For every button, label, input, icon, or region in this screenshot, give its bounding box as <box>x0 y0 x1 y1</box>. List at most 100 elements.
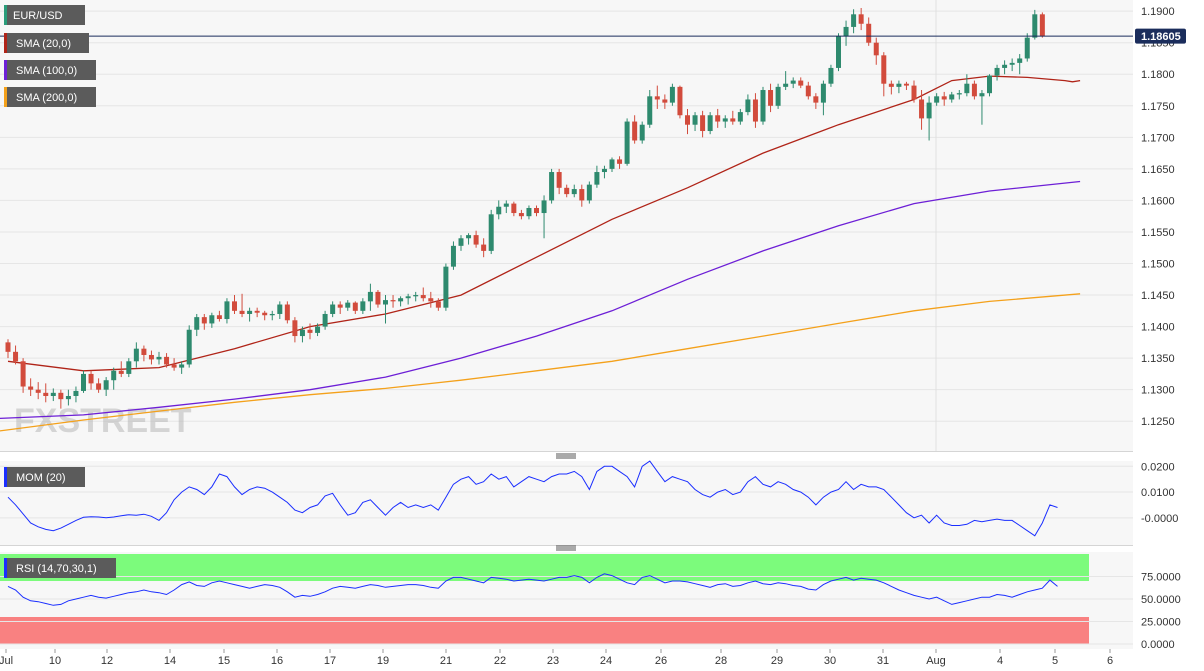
candle-body <box>503 203 509 207</box>
candle-body <box>798 80 804 86</box>
legend-rsi[interactable]: RSI (14,70,30,1) <box>4 558 116 578</box>
candle-body <box>466 235 472 239</box>
candle <box>5 339 11 359</box>
candle <box>851 9 857 34</box>
candle-body <box>405 296 411 299</box>
main-y-axis: 1.1250 1.1300 1.1350 1.1400 1.1450 1.1500 1.15… <box>1141 6 1175 428</box>
pane-resize-handle-2[interactable] <box>556 545 576 551</box>
candle-body <box>911 85 917 100</box>
candle <box>111 367 117 390</box>
candle <box>571 184 577 198</box>
candle-body <box>964 83 970 94</box>
candle <box>367 283 373 311</box>
candle <box>360 298 366 314</box>
legend-sma200[interactable]: SMA (200,0) <box>4 87 96 107</box>
candle <box>466 233 472 245</box>
candle-body <box>383 300 388 305</box>
candle <box>979 90 985 125</box>
candle-body <box>820 83 826 103</box>
candle-body <box>450 245 456 267</box>
candle-body <box>277 304 283 314</box>
mom-grid <box>0 465 1133 519</box>
candle <box>262 310 268 321</box>
mom-line <box>7 460 1058 537</box>
candle <box>269 310 275 321</box>
candle <box>896 80 902 94</box>
price-tick-label: 1.1800 <box>1141 69 1175 81</box>
candle <box>398 296 404 307</box>
candle <box>541 195 547 239</box>
legend-sma100[interactable]: SMA (100,0) <box>4 60 96 80</box>
candle-body <box>413 295 419 297</box>
candle <box>820 80 826 116</box>
current-price-tag-text: 1.18605 <box>1141 31 1181 43</box>
candle <box>428 291 434 308</box>
legend-rsi-label: RSI (14,70,30,1) <box>16 563 97 575</box>
candle <box>790 77 796 89</box>
candle-body <box>247 310 253 314</box>
candle-body <box>987 75 992 94</box>
price-tick-label: 1.1550 <box>1141 227 1175 239</box>
legend-sma20-label: SMA (20,0) <box>16 38 71 50</box>
candle <box>866 17 872 46</box>
candle <box>118 361 124 378</box>
candle-body <box>35 389 41 393</box>
candle-body <box>632 121 638 141</box>
candle <box>903 81 909 91</box>
candle-body <box>549 172 555 201</box>
sma100-line <box>0 180 1081 420</box>
candle-body <box>216 315 222 320</box>
candle <box>888 80 894 95</box>
legend-sma20[interactable]: SMA (20,0) <box>4 33 89 53</box>
main-panel-bg <box>0 0 1133 451</box>
candle <box>413 291 419 302</box>
candle-body <box>624 121 630 164</box>
x-tick-label: 16 <box>271 655 283 667</box>
candle <box>58 389 64 409</box>
candle <box>322 310 328 330</box>
legend-rsi-swatch <box>4 558 7 578</box>
candle <box>435 298 441 311</box>
candle-body <box>171 364 177 368</box>
rsi-tick-label: 75.0000 <box>1141 572 1181 584</box>
candle-body <box>420 295 426 299</box>
candle-body <box>224 301 230 320</box>
candle <box>13 345 19 365</box>
candle <box>73 386 79 403</box>
candle-body <box>481 244 487 251</box>
current-price-tag: 1.18605 <box>1135 28 1186 44</box>
legend-symbol-bg <box>4 5 85 25</box>
sma20-layer <box>7 75 1081 372</box>
candle-body <box>903 83 909 86</box>
candle-body <box>526 207 532 217</box>
candle <box>911 80 917 103</box>
candle <box>949 91 955 103</box>
candle <box>564 184 570 198</box>
candle-body <box>352 302 358 311</box>
legend-mom[interactable]: MOM (20) <box>4 467 85 487</box>
legend-symbol[interactable]: EUR/USD <box>4 5 85 25</box>
candle-body <box>609 159 615 169</box>
candle-body <box>299 329 305 337</box>
candle <box>28 378 34 396</box>
candle <box>941 91 947 106</box>
candle-body <box>677 86 683 116</box>
mom-line-layer <box>7 460 1058 537</box>
candle <box>390 295 396 308</box>
candle-body <box>843 26 849 37</box>
candle-body <box>390 300 396 302</box>
candle-body <box>594 172 600 185</box>
candle <box>375 290 381 308</box>
candle-body <box>768 90 774 106</box>
candle <box>337 301 343 314</box>
x-tick-label: 22 <box>494 655 506 667</box>
candle-body <box>164 356 170 365</box>
x-tick-label: 6 <box>1107 655 1113 667</box>
pane-resize-handle-1[interactable] <box>556 453 576 459</box>
price-tick-label: 1.1250 <box>1141 416 1175 428</box>
candle <box>858 8 864 31</box>
mom-tick-label: 0.0100 <box>1141 487 1175 499</box>
mom-tick-label: -0.0000 <box>1141 513 1178 525</box>
candle <box>685 108 690 135</box>
candle-body <box>28 386 34 390</box>
